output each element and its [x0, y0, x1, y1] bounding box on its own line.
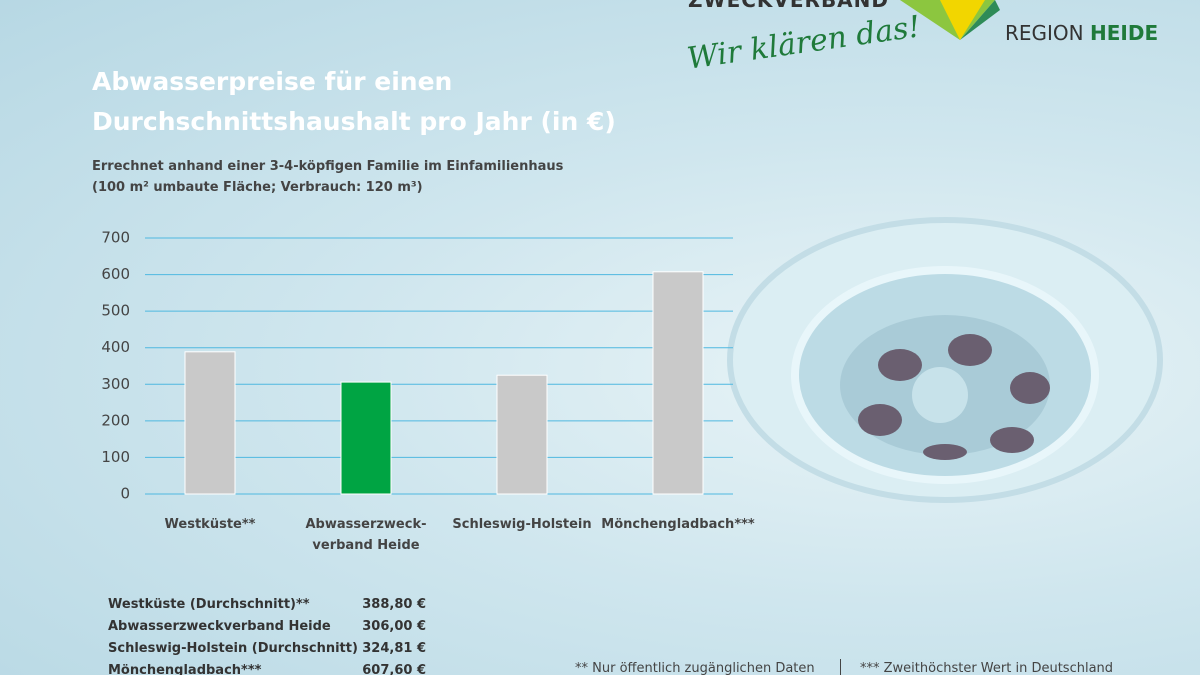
table-label: Westküste (Durchschnitt)**	[108, 597, 310, 612]
chart-title: Abwasserpreise für einen Durchschnittsha…	[92, 67, 616, 136]
y-tick-label: 300	[101, 375, 130, 393]
footnote: ** Nur öffentlich zugänglichen Daten	[575, 661, 815, 675]
y-tick-label: 700	[101, 229, 130, 247]
x-tick-label: Mönchengladbach***	[601, 517, 755, 532]
bar	[496, 374, 548, 495]
y-tick-label: 500	[101, 302, 130, 320]
table-label: Abwasserzweckverband Heide	[108, 619, 331, 634]
logo-region: REGION HEIDE	[1005, 21, 1158, 45]
table-value: 388,80 €	[362, 597, 426, 612]
y-tick-label: 600	[101, 265, 130, 283]
x-tick-label: Abwasserzweck- verband Heide	[305, 517, 427, 553]
drain	[727, 217, 1163, 503]
logo-top: ZWECKVERBAND	[688, 0, 890, 12]
y-tick-label: 0	[120, 485, 130, 503]
y-tick-label: 100	[101, 448, 130, 466]
logo-mark	[900, 0, 1000, 40]
logo-heide: HEIDE	[1090, 21, 1159, 45]
table-value: 306,00 €	[362, 619, 426, 634]
bar	[340, 381, 392, 495]
chart-subtitle: Errechnet anhand einer 3-4-köpfigen Fami…	[92, 159, 564, 195]
logo-region-word: REGION	[1005, 21, 1084, 45]
table-value: 324,81 €	[362, 641, 426, 656]
y-tick-label: 200	[101, 411, 130, 429]
footnote-separator	[840, 659, 841, 675]
table-label: Mönchengladbach***	[108, 663, 262, 675]
table-value: 607,60 €	[362, 663, 426, 675]
x-tick-label: Westküste**	[164, 517, 256, 532]
bar	[184, 351, 236, 495]
table-label: Schleswig-Holstein (Durchschnitt)	[108, 641, 358, 656]
x-tick-label: Schleswig-Holstein	[452, 517, 592, 532]
bar	[652, 271, 704, 495]
y-tick-label: 400	[101, 338, 130, 356]
footnote: *** Zweithöchster Wert in Deutschland	[860, 661, 1114, 675]
